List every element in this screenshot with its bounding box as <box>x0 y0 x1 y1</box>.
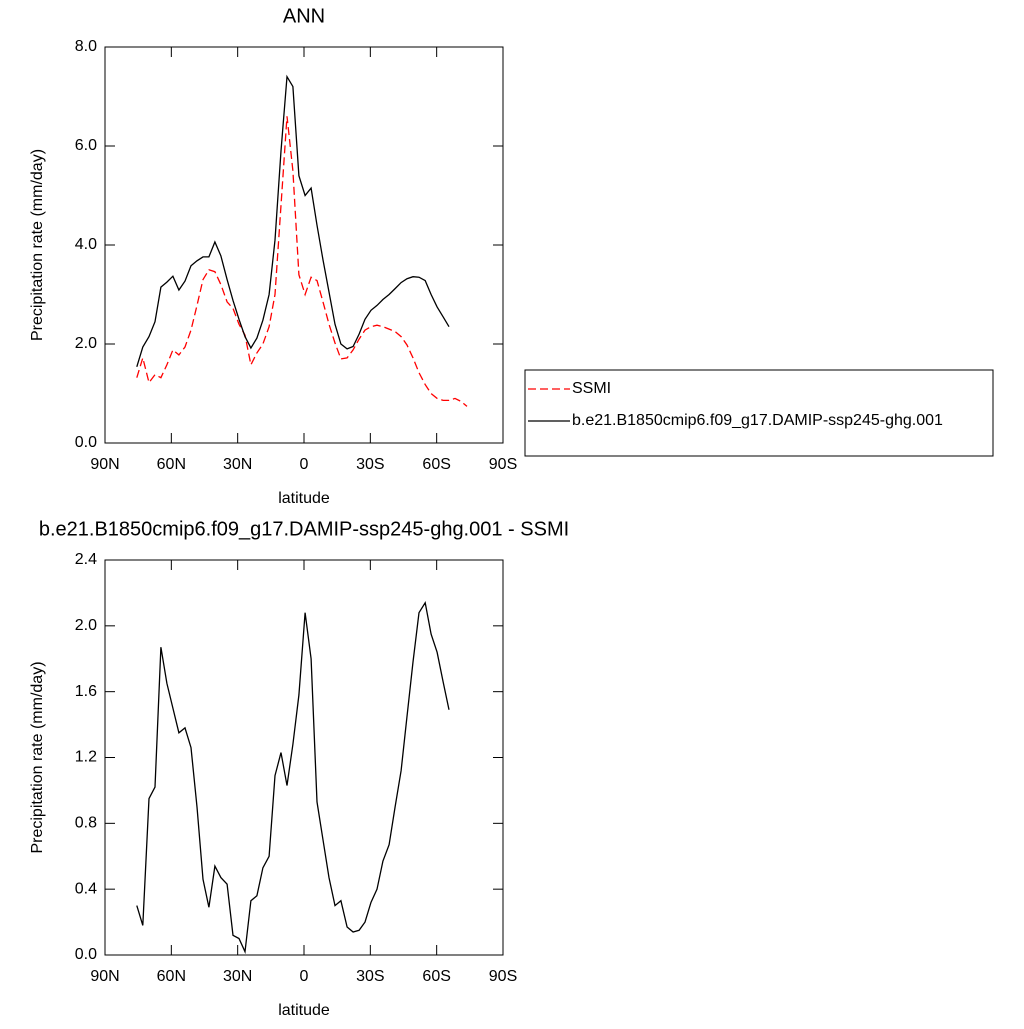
x-tick-label: 90N <box>90 968 119 985</box>
x-tick-label: 90N <box>90 456 119 473</box>
x-tick-label: 60N <box>157 968 186 985</box>
chart-title: b.e21.B1850cmip6.f09_g17.DAMIP-ssp245-gh… <box>39 518 569 540</box>
legend-frame <box>524 369 994 457</box>
x-tick-label: 60S <box>422 968 450 985</box>
x-axis-label: latitude <box>278 1002 330 1019</box>
x-tick-label: 30N <box>223 968 252 985</box>
x-tick-label: 0 <box>300 456 309 473</box>
y-axis-label: Precipitation rate (mm/day) <box>29 661 46 853</box>
y-tick-label: 1.2 <box>75 749 97 766</box>
x-tick-label: 30S <box>356 456 384 473</box>
y-tick-label: 2.4 <box>75 551 97 568</box>
chart-title: ANN <box>283 5 325 27</box>
y-tick-label: 0.4 <box>75 880 97 897</box>
y-tick-label: 1.6 <box>75 683 97 700</box>
x-axis-label: latitude <box>278 490 330 507</box>
data-line <box>136 74 450 367</box>
y-tick-label: 0.8 <box>75 815 97 832</box>
x-tick-label: 90S <box>489 456 517 473</box>
y-tick-label: 2.0 <box>75 335 97 352</box>
legend-label: SSMI <box>572 380 611 397</box>
y-axis-label: Precipitation rate (mm/day) <box>29 149 46 341</box>
y-tick-label: 8.0 <box>75 38 97 55</box>
x-tick-label: 0 <box>300 968 309 985</box>
y-tick-label: 4.0 <box>75 236 97 253</box>
legend-label: b.e21.B1850cmip6.f09_g17.DAMIP-ssp245-gh… <box>572 412 943 429</box>
y-tick-label: 6.0 <box>75 137 97 154</box>
y-tick-label: 2.0 <box>75 617 97 634</box>
x-tick-label: 60N <box>157 456 186 473</box>
data-line <box>136 116 468 407</box>
x-tick-label: 60S <box>422 456 450 473</box>
x-tick-label: 30S <box>356 968 384 985</box>
y-tick-label: 0.0 <box>75 946 97 963</box>
y-tick-label: 0.0 <box>75 434 97 451</box>
x-tick-label: 90S <box>489 968 517 985</box>
plot-frame <box>104 46 504 444</box>
x-tick-label: 30N <box>223 456 252 473</box>
data-line <box>136 601 450 955</box>
